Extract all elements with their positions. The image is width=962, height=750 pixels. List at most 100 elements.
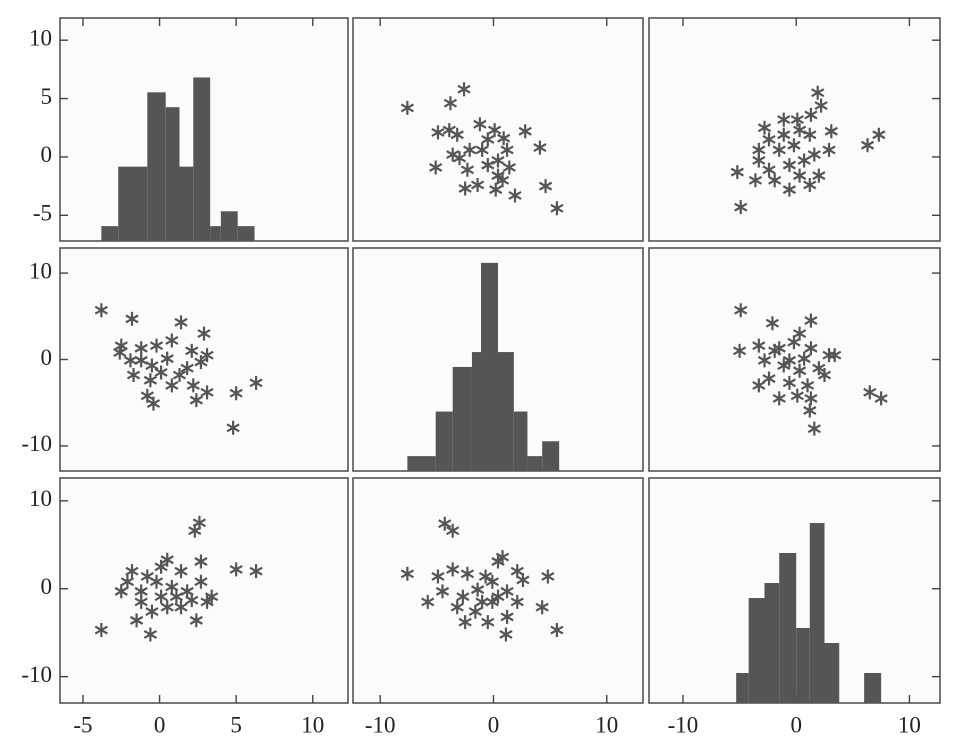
panel-frame [648, 247, 941, 472]
scatter-point [129, 613, 144, 628]
scatter-point [229, 386, 243, 401]
x-tick-label: -10 [365, 712, 396, 737]
scatter-point [113, 345, 127, 360]
scatter-point [730, 165, 744, 180]
y-tick-label: -10 [21, 662, 52, 687]
scatter-point [134, 341, 148, 356]
scatter-point [194, 355, 208, 370]
scatter-point [824, 124, 838, 139]
histogram-bar [407, 456, 436, 471]
y-tick-label: 0 [41, 142, 53, 167]
scatter-point [811, 85, 825, 100]
scatter-point [475, 594, 489, 609]
histogram-bar [764, 583, 780, 703]
scatter-point [777, 127, 791, 142]
scatter-point [803, 177, 817, 192]
scatter-point [185, 593, 199, 608]
panel-frame [59, 477, 349, 704]
scatter-point [143, 373, 157, 388]
scatter-point [443, 96, 458, 111]
histogram-bar [147, 92, 166, 241]
x-tick-label: 0 [154, 712, 166, 737]
scatter-point [516, 572, 530, 587]
scatter-point [165, 333, 179, 348]
scatter-point [803, 403, 817, 418]
scatter-point [200, 594, 214, 609]
scatter-point [757, 353, 772, 368]
scatter-point [752, 378, 766, 393]
histogram-bar [210, 226, 221, 241]
scatter-point [790, 388, 804, 403]
histogram-bar [220, 211, 238, 241]
scatter-point [762, 371, 776, 386]
scatter-point [804, 313, 818, 328]
scatter-point [446, 523, 460, 538]
scatter-point [804, 341, 818, 356]
scatter-point [734, 200, 748, 215]
histogram-bar [165, 107, 180, 241]
scatter-point [782, 353, 797, 368]
scatter-point [458, 615, 472, 630]
histogram-bar [796, 628, 810, 703]
scatter-point [872, 127, 886, 142]
scatter-point [470, 177, 485, 192]
scatter-point [126, 368, 141, 383]
scatter-point [189, 393, 203, 408]
scatter-point [160, 600, 174, 615]
scatter-point [550, 201, 564, 216]
scatter-point [435, 584, 450, 599]
scatter-point [189, 613, 203, 628]
scatter-point [149, 338, 164, 353]
scatter-point [487, 123, 502, 138]
panel-frame [352, 17, 644, 242]
scatter-point [550, 623, 564, 638]
scatter-point [768, 343, 782, 358]
x-tick-label: 10 [595, 712, 618, 737]
scatter-point [804, 107, 818, 122]
x-tick-label: 10 [301, 712, 324, 737]
scatter-point [822, 142, 836, 157]
scatter-point [752, 153, 766, 168]
scatter-point [446, 147, 460, 162]
histogram-bar [736, 673, 749, 703]
scatter-point [123, 353, 138, 368]
histogram-bar [824, 643, 840, 703]
scatter-point [782, 158, 797, 173]
scatter-point [446, 562, 460, 577]
scatter-point [125, 311, 139, 326]
histogram-bar [864, 673, 882, 703]
scatter-point [485, 574, 499, 589]
scatter-point [792, 168, 807, 183]
scatter-point [804, 391, 818, 406]
scatter-point [438, 516, 452, 531]
x-tick-label: 0 [488, 712, 500, 737]
scatter-point [460, 566, 475, 581]
scatter-point [154, 589, 168, 604]
scatter-point [450, 600, 464, 615]
scatter-point [489, 182, 503, 197]
scatter-point [145, 358, 159, 373]
histogram-bar [193, 77, 211, 241]
scatter-point [186, 378, 200, 393]
scatter-point [762, 132, 776, 147]
scatter-point [491, 589, 505, 604]
scatter-point [533, 140, 547, 155]
scatter-point [463, 142, 477, 157]
scatter-point [456, 589, 470, 604]
scatter-point [473, 117, 487, 132]
scatter-point [822, 348, 836, 363]
scatter-point [160, 552, 174, 567]
scatter-point [863, 385, 877, 400]
scatter-point [450, 127, 464, 142]
scatter-point [499, 627, 513, 642]
x-tick-label: -10 [668, 712, 699, 737]
scatter-point [510, 594, 524, 609]
y-tick-label: 10 [29, 25, 52, 50]
scatter-point [807, 421, 821, 436]
scatter-point [782, 182, 797, 197]
histogram-bar [513, 411, 528, 471]
scatter-point [431, 569, 445, 584]
scatter-point [777, 112, 791, 127]
histogram-bar [237, 226, 255, 241]
scatter-point [800, 378, 815, 393]
